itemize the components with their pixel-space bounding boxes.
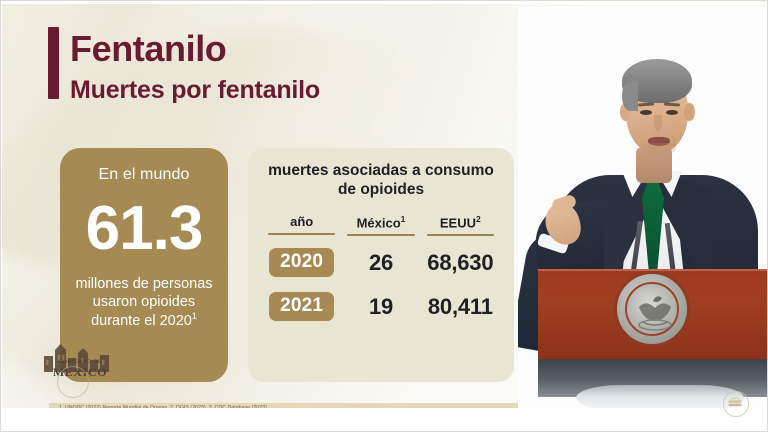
world-card-value: 61.3	[85, 194, 204, 263]
national-seal-icon	[614, 271, 690, 347]
podium-base	[576, 385, 744, 408]
speaker-video-feed	[518, 7, 767, 408]
footnote-strip	[49, 403, 687, 408]
year-pill: 2021	[269, 292, 335, 322]
watermark-line-1: GOBIERNO DE	[58, 359, 102, 365]
speaker-chin	[642, 143, 676, 155]
year-pill: 2020	[269, 248, 335, 278]
column-header-year-label: año	[290, 214, 314, 230]
world-card-label: En el mundo	[98, 166, 190, 183]
world-card-description: millones de personas usaron opioides dur…	[60, 275, 228, 331]
cell-mexico: 26	[368, 249, 394, 275]
speaker-ear-left	[620, 103, 631, 121]
world-statistic-card: En el mundo 61.3 millones de personas us…	[60, 148, 228, 382]
page-title: Fentanilo	[70, 28, 227, 69]
deaths-table: año México1 EEUU2 2020 26 68,63	[262, 214, 500, 328]
cell-eeuu: 80,411	[427, 293, 493, 319]
cell-mexico: 19	[368, 293, 394, 319]
column-header-mexico: México1	[341, 214, 420, 240]
speaker-necktie	[642, 183, 664, 279]
column-header-eeuu-label: EEUU	[439, 215, 477, 231]
presentation-slide: Fentanilo Muertes por fentanilo SALUD SE…	[2, 4, 767, 408]
column-header-year: año	[262, 214, 341, 240]
column-header-mexico-label: México	[356, 215, 401, 231]
speaker-neck	[636, 147, 672, 183]
column-header-mexico-footnote: 1	[400, 213, 406, 224]
speaker-nose	[654, 115, 662, 131]
speaker-eye-left	[640, 110, 652, 115]
column-rule	[347, 234, 415, 237]
table-row: 2020 26 68,630	[262, 240, 500, 284]
deaths-table-card: muertes asociadas a consumo de opioides …	[248, 148, 514, 382]
column-header-eeuu: EEUU2	[421, 214, 500, 240]
page-subtitle: Muertes por fentanilo	[70, 76, 320, 104]
cell-eeuu: 68,630	[427, 249, 494, 275]
table-row: 2021 19 80,411	[262, 284, 500, 328]
footnote-text: 1. UNODC (2022) Reporte Mundial de Droga…	[59, 405, 269, 408]
table-title: muertes asociadas a consumo de opioides	[268, 162, 494, 198]
column-rule	[268, 233, 336, 236]
speaker-eye-right	[666, 110, 678, 115]
speaker-ear-right	[684, 103, 695, 121]
broadcast-watermark-icon	[723, 391, 749, 417]
speaker-mouth	[648, 137, 670, 146]
cell-year: 2021	[262, 284, 341, 328]
speaker-hair-side	[622, 81, 638, 111]
world-card-description-text: millones de personas usaron opioides dur…	[75, 275, 213, 330]
title-accent-bar	[48, 27, 59, 99]
column-header-eeuu-footnote: 2	[476, 213, 481, 224]
cell-year: 2020	[262, 240, 341, 284]
column-rule	[426, 234, 494, 237]
national-seal-eagle-icon	[638, 296, 672, 331]
slide-stamp-circle-icon	[57, 366, 89, 398]
table-header-row: año México1 EEUU2	[262, 214, 500, 240]
world-card-footnote-marker: 1	[191, 311, 197, 322]
